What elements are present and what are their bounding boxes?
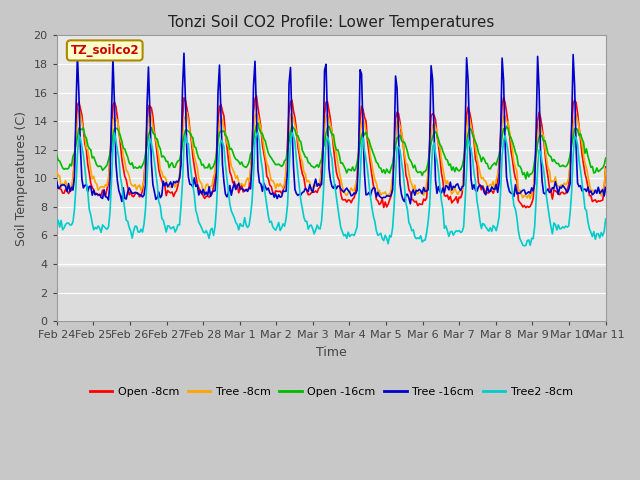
Y-axis label: Soil Temperatures (C): Soil Temperatures (C) [15,111,28,246]
Title: Tonzi Soil CO2 Profile: Lower Temperatures: Tonzi Soil CO2 Profile: Lower Temperatur… [168,15,494,30]
Bar [57,267,605,321]
Text: TZ_soilco2: TZ_soilco2 [70,44,139,57]
Legend: Open -8cm, Tree -8cm, Open -16cm, Tree -16cm, Tree2 -8cm: Open -8cm, Tree -8cm, Open -16cm, Tree -… [85,383,577,401]
X-axis label: Time: Time [316,346,347,359]
